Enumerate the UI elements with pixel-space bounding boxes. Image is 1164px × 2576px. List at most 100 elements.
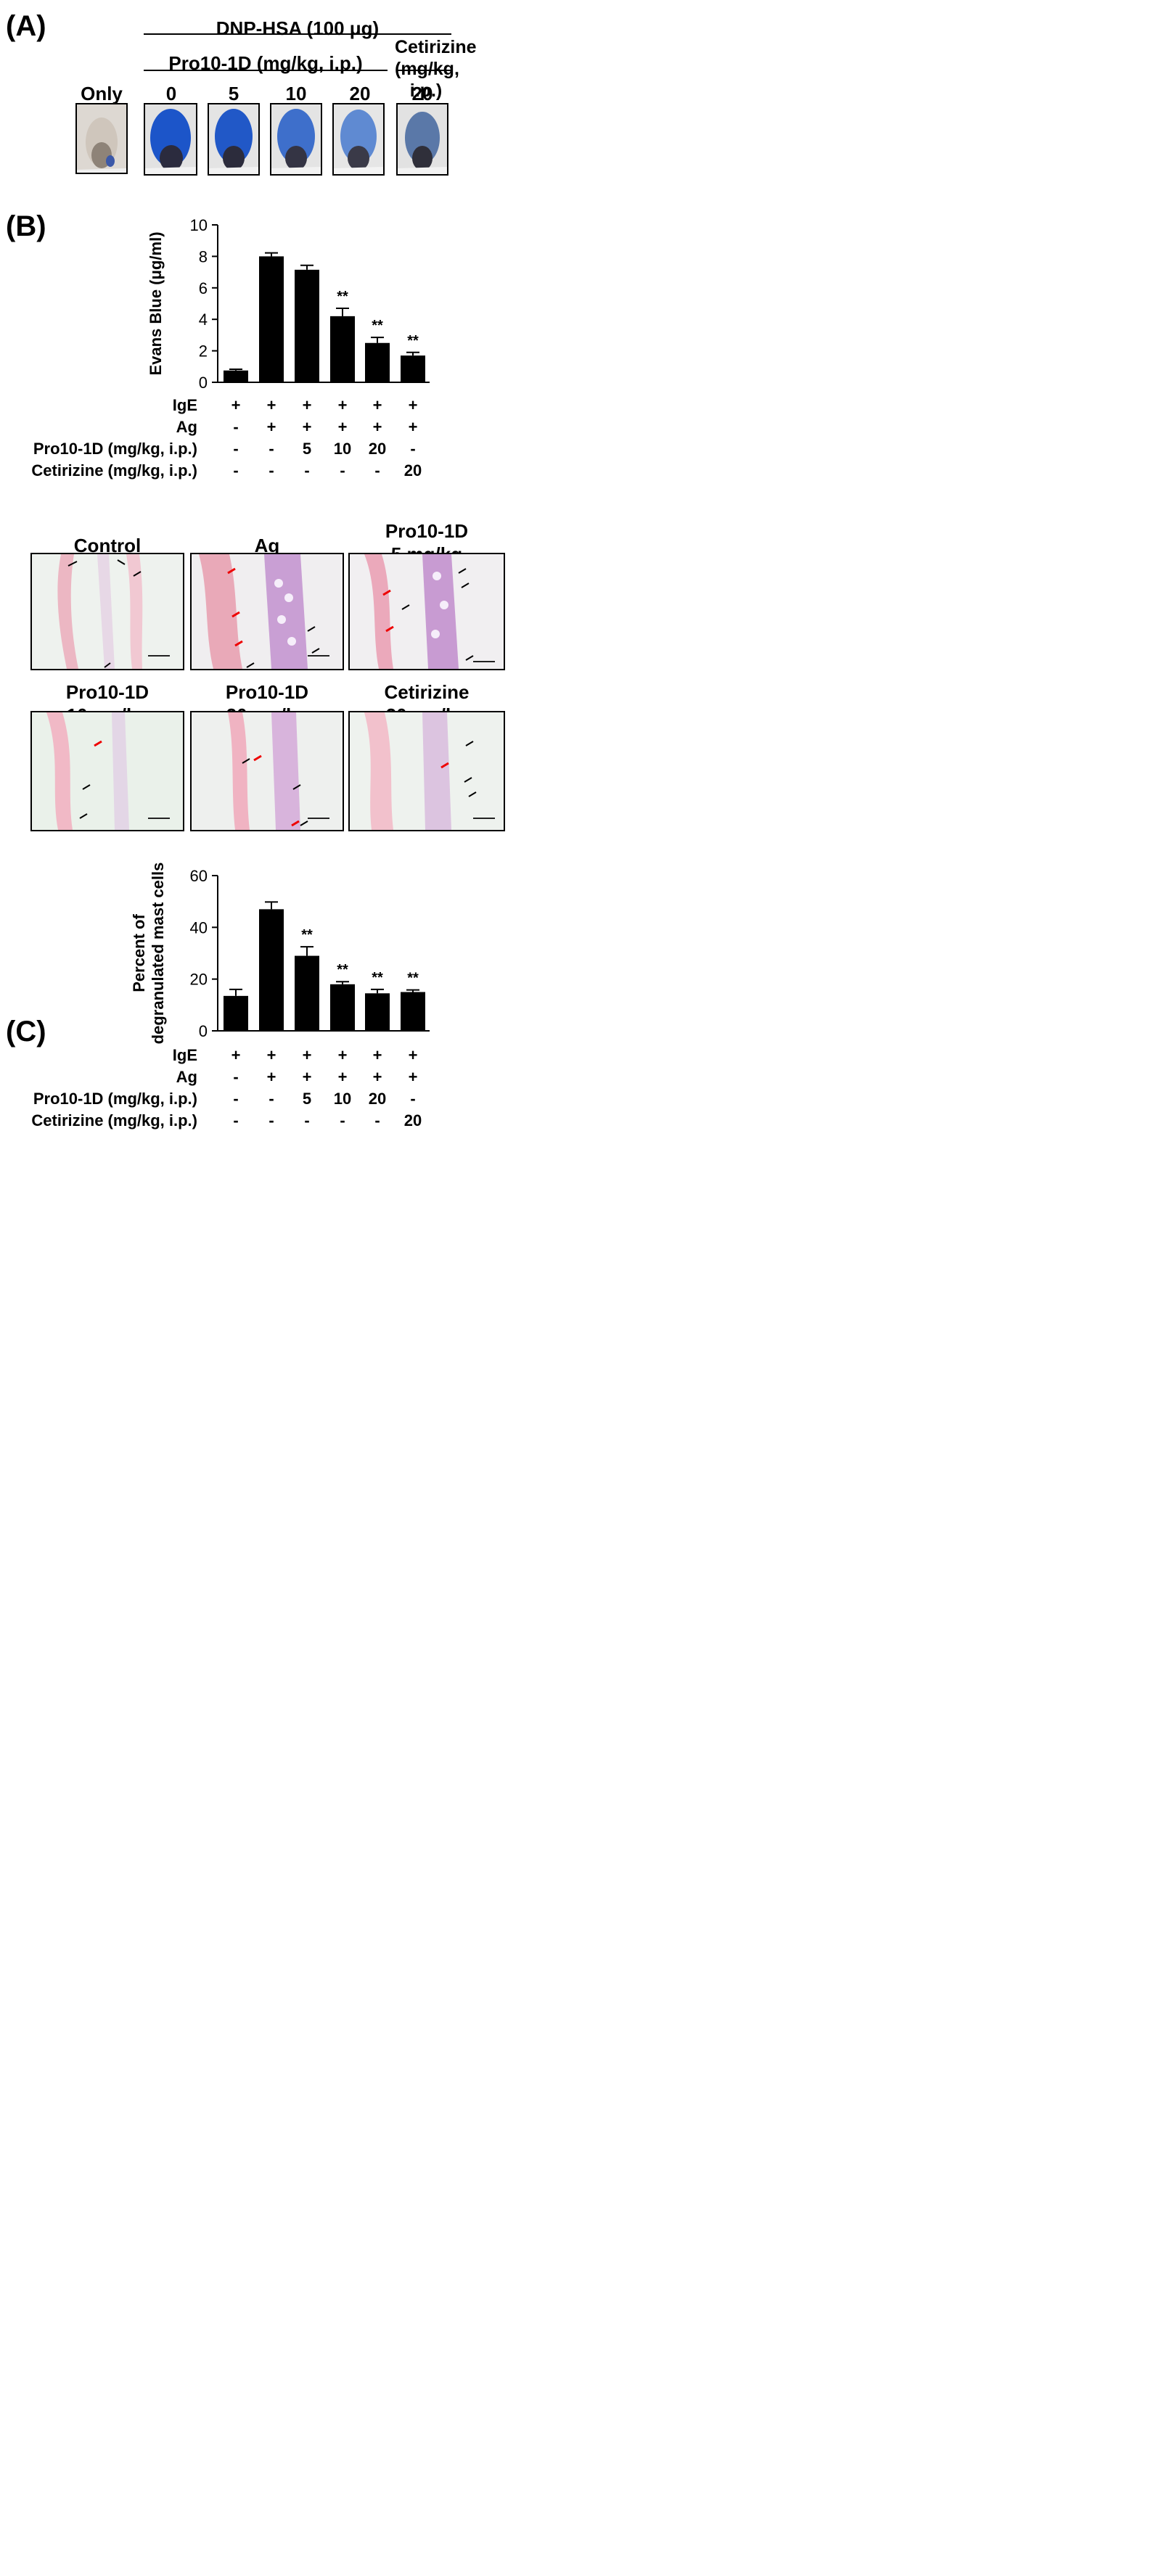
histology-image-ag xyxy=(190,553,344,670)
dnp-hsa-header: DNP-HSA (100 μg) xyxy=(216,17,380,39)
treatment-cell: 20 xyxy=(403,1111,422,1129)
paw-photo-only-ige xyxy=(75,103,128,174)
treatment-cell: + xyxy=(372,418,382,436)
col-label-cet-20: 20 xyxy=(411,83,433,104)
treatment-cell: + xyxy=(302,396,312,414)
y-tick-label: 8 xyxy=(199,247,208,266)
y-tick-label: 0 xyxy=(199,374,208,392)
treatment-cell: + xyxy=(372,1046,382,1064)
treatment-cell: + xyxy=(337,1068,348,1086)
treatment-table-b: IgE + + + + + + Ag - + + + + + Pro10-1D (mg/kg, i.p.) -… xyxy=(0,392,464,486)
paw-photo-20 xyxy=(332,103,385,176)
treatment-cell: - xyxy=(269,1111,274,1129)
treatment-cell: - xyxy=(374,1111,380,1129)
treatment-cell: + xyxy=(231,1046,241,1064)
treatment-row-label: Ag xyxy=(176,1068,197,1086)
treatment-cell: + xyxy=(302,1068,312,1086)
significance-mark: ** xyxy=(407,333,419,349)
significance-mark: ** xyxy=(337,962,348,978)
treatment-row-label: Ag xyxy=(176,418,197,436)
treatment-cell: + xyxy=(266,396,276,414)
y-tick-label: 40 xyxy=(190,918,208,937)
col-label-10: 10 xyxy=(285,83,307,104)
bar xyxy=(365,342,390,382)
pro10-1d-line xyxy=(144,70,388,71)
treatment-row-label: IgE xyxy=(172,396,197,414)
bar xyxy=(259,256,284,382)
treatment-row-label: Pro10-1D (mg/kg, i.p.) xyxy=(33,1090,197,1108)
treatment-cell: + xyxy=(337,396,348,414)
cetirizine-line xyxy=(396,70,451,71)
treatment-cell: 20 xyxy=(403,461,422,480)
treatment-cell: + xyxy=(408,418,418,436)
significance-mark: ** xyxy=(407,971,419,987)
y-tick-label: 2 xyxy=(199,342,208,361)
cetirizine-header: Cetirizine (mg/kg, i.p.) xyxy=(395,37,477,101)
degranulated-mast-cells-chart: 0 20 40 60 Percent of degranulated mast cells… xyxy=(130,863,430,1045)
significance-mark: ** xyxy=(372,970,383,986)
paw-photo-10 xyxy=(270,103,322,176)
treatment-cell: + xyxy=(231,396,241,414)
col-label-5: 5 xyxy=(228,83,239,104)
treatment-cell: + xyxy=(266,418,276,436)
bar xyxy=(401,355,425,382)
significance-mark: ** xyxy=(301,927,313,943)
treatment-cell: - xyxy=(340,461,345,480)
treatment-cell: - xyxy=(233,440,239,458)
treatment-row-label: IgE xyxy=(172,1046,197,1064)
treatment-cell: + xyxy=(372,396,382,414)
histology-image-cetirizine-20 xyxy=(348,711,505,831)
bar xyxy=(330,316,355,382)
col-label-20: 20 xyxy=(349,83,371,104)
treatment-row-label: Cetirizine (mg/kg, i.p.) xyxy=(31,461,197,480)
y-axis-label: Percent of xyxy=(130,914,148,992)
treatment-cell: + xyxy=(372,1068,382,1086)
treatment-cell: - xyxy=(269,461,274,480)
dnp-hsa-line xyxy=(144,33,451,35)
treatment-cell: - xyxy=(269,1090,274,1108)
bar xyxy=(330,984,355,1031)
treatment-cell: - xyxy=(269,440,274,458)
paw-photo-0 xyxy=(144,103,197,176)
bar xyxy=(224,995,248,1031)
bar xyxy=(401,992,425,1031)
treatment-cell: 10 xyxy=(333,440,352,458)
treatment-cell: 5 xyxy=(302,440,312,458)
y-tick-label: 10 xyxy=(190,216,208,234)
pro10-1d-header: Pro10-1D (mg/kg, i.p.) xyxy=(168,52,363,74)
y-axis-label: degranulated mast cells xyxy=(149,863,167,1045)
panel-label-c: (C) xyxy=(6,1016,46,1048)
paw-photo-cetirizine-20 xyxy=(396,103,448,176)
treatment-row-label: Pro10-1D (mg/kg, i.p.) xyxy=(33,440,197,458)
significance-mark: ** xyxy=(337,289,348,305)
treatment-cell: - xyxy=(233,418,239,436)
treatment-cell: 10 xyxy=(333,1090,352,1108)
bar xyxy=(259,909,284,1031)
treatment-cell: 20 xyxy=(368,440,387,458)
treatment-cell: + xyxy=(408,1068,418,1086)
treatment-cell: + xyxy=(266,1046,276,1064)
bar xyxy=(224,370,248,382)
y-tick-label: 60 xyxy=(190,867,208,885)
treatment-cell: - xyxy=(304,461,310,480)
bar xyxy=(365,993,390,1031)
y-tick-label: 4 xyxy=(199,310,208,329)
chart-0-plot: 0 2 4 6 8 10 Evans Blue (μg/ml) ** ** ** xyxy=(147,216,430,392)
histology-image-pro-5 xyxy=(348,553,505,670)
treatment-cell: + xyxy=(266,1068,276,1086)
y-tick-label: 6 xyxy=(199,279,208,297)
histology-image-pro-20 xyxy=(190,711,344,831)
bar xyxy=(295,955,319,1031)
paw-photo-5 xyxy=(208,103,260,176)
treatment-cell: - xyxy=(233,1111,239,1129)
treatment-cell: - xyxy=(340,1111,345,1129)
treatment-cell: - xyxy=(233,1068,239,1086)
treatment-cell: - xyxy=(410,1090,416,1108)
y-axis-label: Evans Blue (μg/ml) xyxy=(147,231,165,375)
treatment-cell: + xyxy=(408,1046,418,1064)
treatment-cell: - xyxy=(410,440,416,458)
treatment-cell: - xyxy=(233,461,239,480)
treatment-cell: - xyxy=(304,1111,310,1129)
treatment-cell: + xyxy=(302,1046,312,1064)
treatment-cell: + xyxy=(337,1046,348,1064)
